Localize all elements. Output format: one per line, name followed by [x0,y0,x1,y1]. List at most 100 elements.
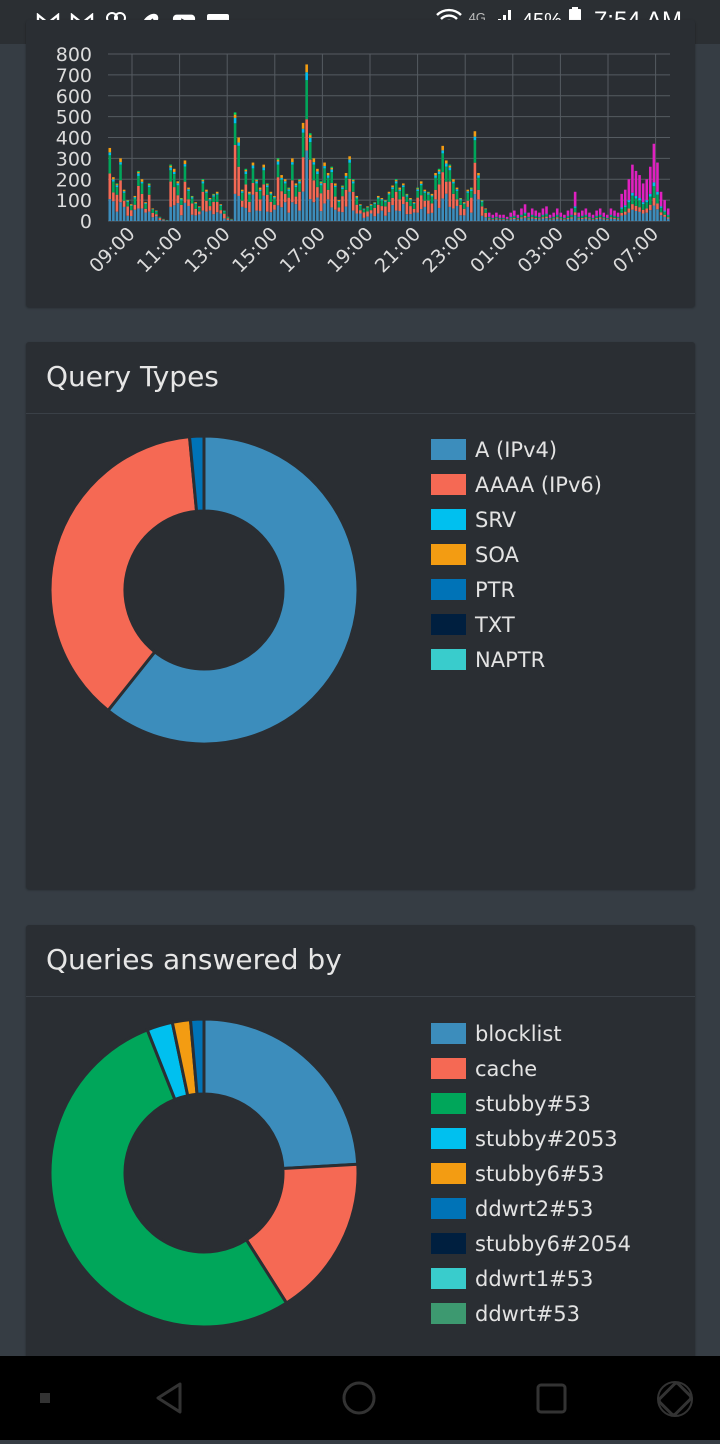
history-bar [291,165,294,181]
history-bar [119,180,122,202]
history-bar [234,145,237,194]
history-bar [144,202,147,203]
history-bar [159,220,162,221]
legend-item[interactable]: PTR [431,572,602,607]
history-bar [313,180,316,202]
legend-label: AAAA (IPv6) [475,473,602,497]
history-bar [116,183,119,184]
history-bar [413,213,416,221]
legend-item[interactable]: stubby6#2054 [431,1226,631,1261]
history-bar [499,218,502,219]
legend-item[interactable]: ddwrt2#53 [431,1191,631,1226]
home-icon[interactable] [344,1383,374,1413]
history-bar [395,180,398,181]
history-bar [202,179,205,180]
history-bar [638,207,641,212]
history-bar [330,167,333,168]
history-bar [373,216,376,221]
legend-item[interactable]: ddwrt1#53 [431,1261,631,1296]
history-bar [151,217,154,221]
history-bar [212,197,215,202]
history-bar [194,203,197,204]
history-bar [527,219,530,221]
history-bar [534,218,537,219]
history-bar [645,202,648,208]
history-bar [574,215,577,221]
y-tick-label: 500 [56,107,92,129]
history-bar [141,179,144,182]
history-bar [377,198,380,204]
history-bar [488,213,491,217]
legend-item[interactable]: A (IPv4) [431,432,602,467]
history-bar [406,197,409,202]
history-bar [194,209,197,216]
history-bar [556,215,559,217]
history-bar [549,215,552,218]
back-icon[interactable] [158,1384,180,1412]
history-bar [424,201,427,207]
history-bar [262,167,265,170]
legend-item[interactable]: AAAA (IPv6) [431,467,602,502]
history-bar [602,213,605,217]
history-bar [653,198,656,206]
legend-label: stubby6#53 [475,1162,604,1186]
legend-item[interactable]: stubby6#53 [431,1156,631,1191]
legend-item[interactable]: SOA [431,537,602,572]
history-bar [495,219,498,221]
history-bar [620,209,623,213]
history-bar [370,213,373,221]
history-bar [427,195,430,201]
history-bar [252,163,255,166]
history-bar [595,219,598,221]
legend-label: PTR [475,578,515,602]
history-bar [617,213,620,217]
history-bar [484,217,487,221]
history-bar [592,215,595,218]
history-bar [345,207,348,221]
history-bar [130,204,133,205]
history-bar [212,195,215,196]
history-bar [241,191,244,193]
history-bar [227,218,230,219]
recents-icon[interactable] [538,1385,565,1412]
history-bar [492,218,495,219]
rotate-icon[interactable] [658,1382,692,1416]
history-bar [577,213,580,217]
legend-item[interactable]: NAPTR [431,642,602,677]
legend-item[interactable]: ddwrt#53 [431,1296,631,1331]
history-bar [141,194,144,209]
history-bar [613,216,616,217]
history-bar [588,219,591,221]
legend-item[interactable]: stubby#53 [431,1086,631,1121]
history-bar [320,183,323,185]
history-bar [273,196,276,197]
legend-item[interactable]: SRV [431,502,602,537]
legend-item[interactable]: cache [431,1051,631,1086]
history-bar [459,199,462,200]
history-bar [277,160,280,162]
history-bar [320,181,323,182]
history-bar [345,190,348,207]
history-bar [570,219,573,222]
donut-slice[interactable] [204,1019,358,1169]
legend-item[interactable]: stubby#2053 [431,1121,631,1156]
history-bar [391,187,394,189]
history-bar [581,211,584,216]
legend-item[interactable]: blocklist [431,1016,631,1051]
history-bar [431,195,434,196]
legend-item[interactable]: TXT [431,607,602,642]
history-bar [588,213,591,217]
history-bar [545,214,548,215]
history-bar [635,206,638,211]
history-bar [219,204,222,205]
history-bar [259,199,262,211]
history-bar [109,148,112,152]
history-bar [617,219,620,221]
history-bar [424,191,427,193]
history-bar [395,179,398,180]
history-bar [398,199,401,211]
y-tick-label: 300 [56,148,92,170]
history-bar [280,180,283,191]
square-dot-icon[interactable] [40,1393,50,1403]
